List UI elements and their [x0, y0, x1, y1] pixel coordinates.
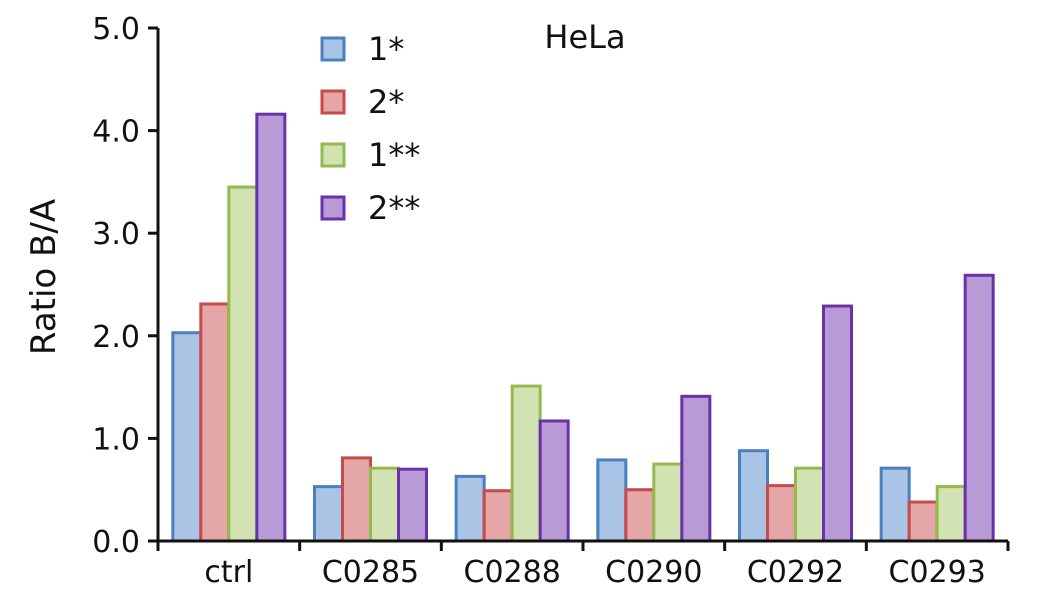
bar-C0293-2ss	[963, 273, 995, 543]
bar-C0288-1ss	[510, 384, 542, 543]
bar-C0288-2ss	[538, 419, 570, 543]
bar-C0290-1s	[596, 458, 628, 543]
bar-C0285-1ss	[369, 466, 400, 543]
bar-C0290-2s	[624, 488, 656, 543]
bar-ctrl-1ss	[227, 185, 259, 543]
chart-title: HeLa	[544, 18, 625, 56]
legend-label: 2**	[368, 189, 420, 227]
bar-ctrl-2s	[199, 302, 231, 543]
legend-label: 2*	[368, 83, 404, 121]
y-tick-label: 5.0	[92, 12, 140, 47]
y-tick-label: 0.0	[92, 525, 140, 560]
legend-label: 1*	[368, 30, 404, 68]
bar-C0288-2s	[482, 489, 514, 543]
bar-C0285-2s	[341, 456, 372, 543]
bar-ctrl-2ss	[255, 112, 287, 543]
y-tick-label: 4.0	[92, 115, 140, 150]
y-tick-label: 3.0	[92, 217, 140, 252]
y-axis-ticks: 0.0 1.0 2.0 3.0 4.0 5.0	[92, 12, 158, 560]
bar-C0292-2ss	[822, 304, 853, 543]
plot-bars	[171, 112, 995, 543]
legend-swatch	[320, 195, 346, 221]
x-category-label: C0285	[322, 555, 419, 590]
legend-swatch	[320, 36, 346, 62]
bar-C0293-1s	[879, 466, 911, 543]
bar-C0293-1ss	[935, 485, 967, 543]
x-category-label: C0292	[747, 555, 844, 590]
legend-swatch	[320, 142, 346, 168]
bar-C0290-1ss	[652, 462, 684, 543]
x-category-label: C0288	[464, 555, 561, 590]
legend: 1* 2* 1** 2**	[320, 30, 420, 227]
bar-C0292-2s	[766, 484, 797, 543]
y-tick-label: 1.0	[92, 422, 140, 457]
bar-C0285-1s	[313, 485, 344, 543]
bar-C0288-1s	[454, 474, 486, 543]
legend-label: 1**	[368, 136, 420, 174]
bar-C0290-2ss	[680, 394, 712, 543]
x-category-label: C0290	[605, 555, 702, 590]
x-category-label: C0293	[889, 555, 986, 590]
y-axis-label: Ratio B/A	[24, 199, 64, 355]
y-tick-label: 2.0	[92, 320, 140, 355]
x-category-label: ctrl	[204, 555, 253, 590]
legend-swatch	[320, 89, 346, 115]
x-axis-ticks: ctrl C0285 C0288 C0290 C0292 C0293	[156, 541, 1010, 590]
bar-ctrl-1s	[171, 331, 203, 543]
bar-C0292-1s	[738, 449, 769, 543]
bar-C0293-2s	[907, 500, 939, 543]
bar-C0292-1ss	[794, 466, 825, 543]
bar-C0285-2ss	[397, 467, 428, 543]
